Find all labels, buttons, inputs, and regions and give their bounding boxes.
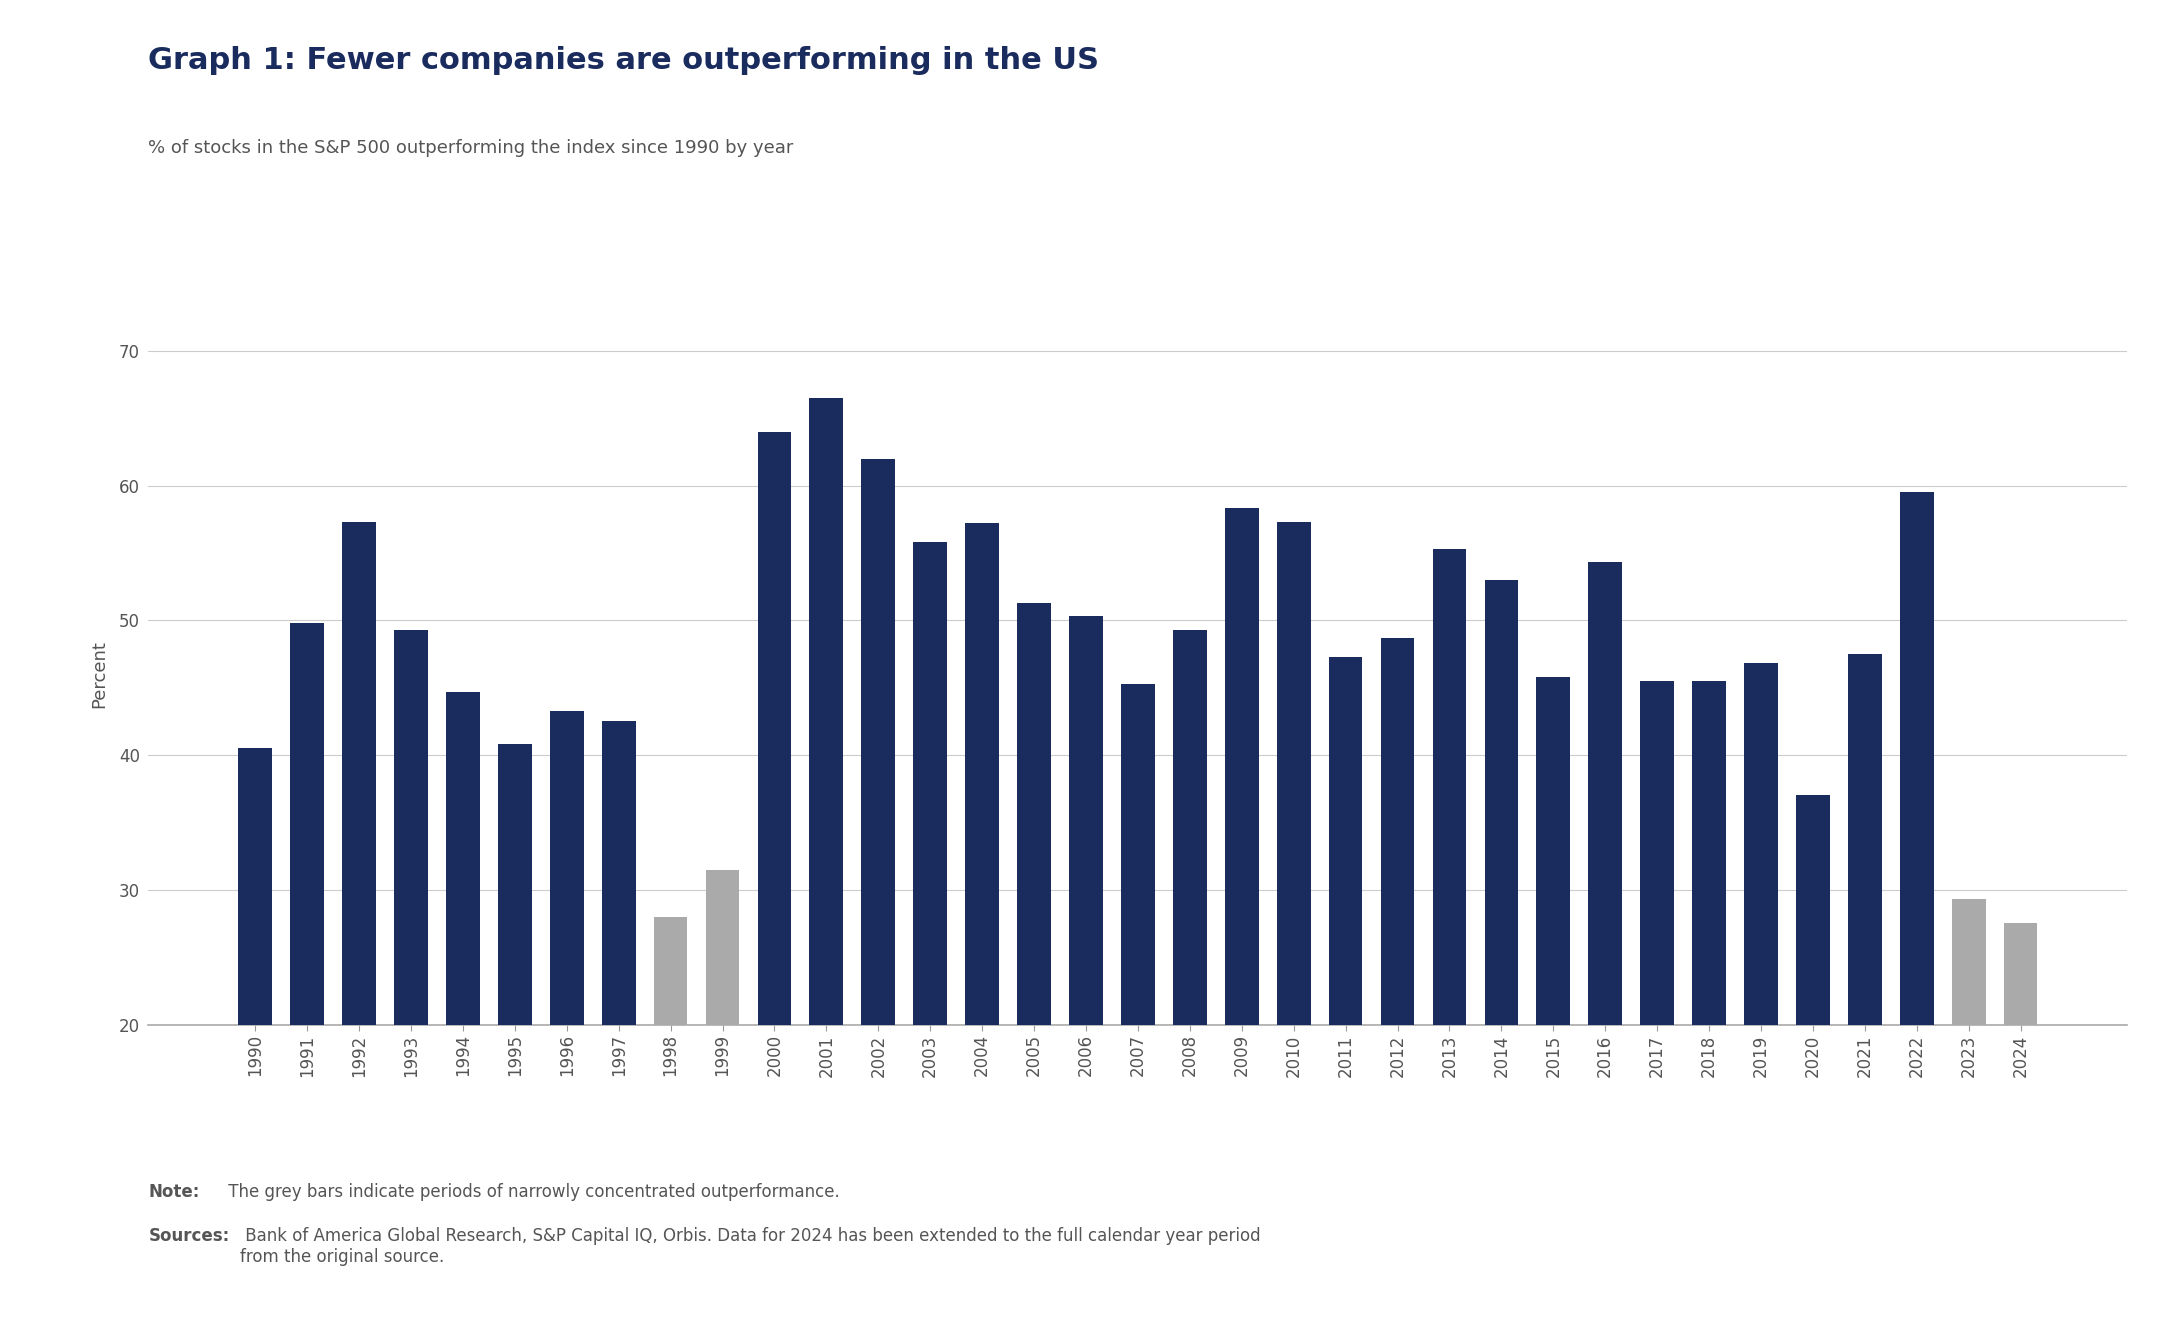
Bar	[238, 748, 273, 1294]
Bar	[757, 432, 792, 1294]
Bar	[964, 524, 999, 1294]
Bar	[1796, 796, 1831, 1294]
Bar	[1017, 603, 1052, 1294]
Bar	[1069, 616, 1102, 1294]
Text: Sources:: Sources:	[148, 1227, 229, 1245]
Text: The grey bars indicate periods of narrowly concentrated outperformance.: The grey bars indicate periods of narrow…	[223, 1183, 840, 1202]
Bar	[1122, 683, 1154, 1294]
Bar	[1588, 562, 1621, 1294]
Text: Graph 1: Fewer companies are outperforming in the US: Graph 1: Fewer companies are outperformi…	[148, 46, 1100, 75]
Bar	[1329, 657, 1362, 1294]
Bar	[290, 623, 323, 1294]
Bar	[1536, 677, 1571, 1294]
Bar	[2003, 924, 2038, 1294]
Bar	[862, 459, 895, 1294]
Bar	[1901, 492, 1933, 1294]
Bar	[1484, 580, 1519, 1294]
Bar	[1434, 549, 1466, 1294]
Bar	[1641, 681, 1674, 1294]
Bar	[395, 629, 428, 1294]
Bar	[1174, 629, 1207, 1294]
Bar	[810, 398, 842, 1294]
Bar	[1276, 522, 1311, 1294]
Bar	[655, 916, 687, 1294]
Bar	[914, 542, 947, 1294]
Bar	[1953, 899, 1986, 1294]
Bar	[1224, 509, 1259, 1294]
Text: Bank of America Global Research, S&P Capital IQ, Orbis. Data for 2024 has been e: Bank of America Global Research, S&P Cap…	[240, 1227, 1261, 1265]
Bar	[1743, 664, 1778, 1294]
Bar	[445, 691, 480, 1294]
Bar	[497, 744, 532, 1294]
Bar	[1381, 637, 1414, 1294]
Bar	[1848, 654, 1881, 1294]
Bar	[705, 870, 740, 1294]
Y-axis label: Percent: Percent	[89, 640, 107, 709]
Bar	[1693, 681, 1726, 1294]
Text: Note:: Note:	[148, 1183, 201, 1202]
Bar	[602, 722, 635, 1294]
Text: % of stocks in the S&P 500 outperforming the index since 1990 by year: % of stocks in the S&P 500 outperforming…	[148, 139, 794, 157]
Bar	[343, 522, 375, 1294]
Bar	[550, 711, 583, 1294]
